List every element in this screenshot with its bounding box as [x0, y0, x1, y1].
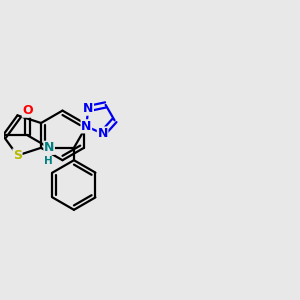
- Text: N: N: [83, 102, 93, 115]
- Text: O: O: [22, 104, 33, 117]
- Text: N: N: [81, 120, 92, 133]
- Text: H: H: [44, 156, 52, 166]
- Text: S: S: [13, 149, 22, 162]
- Text: N: N: [98, 127, 108, 140]
- Text: N: N: [44, 141, 54, 154]
